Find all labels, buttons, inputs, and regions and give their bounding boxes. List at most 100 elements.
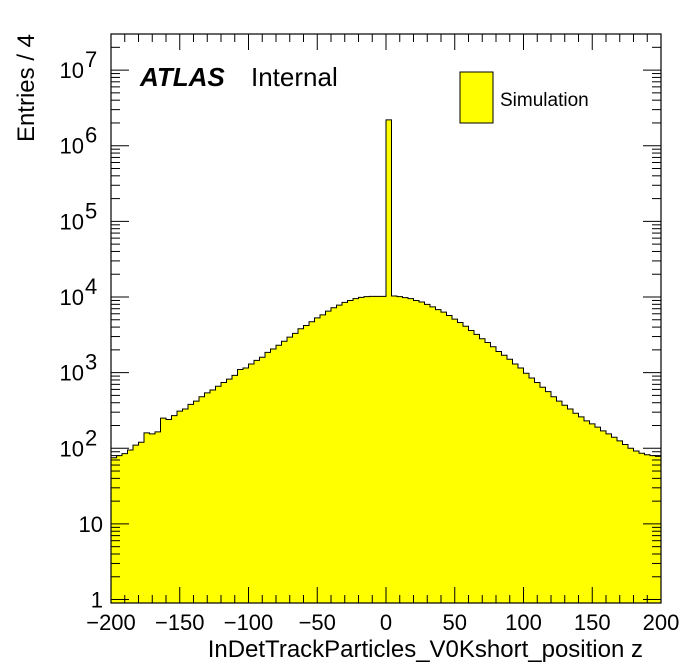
histogram-bar [573,413,579,603]
histogram-bar [633,451,640,603]
histogram-bar [298,328,304,603]
y-tick-exponent: 4 [85,274,97,299]
histogram-bar [364,296,370,603]
histogram-bar [177,411,183,603]
histogram-bar [116,455,123,603]
histogram-bar [518,368,524,603]
histogram-bar [237,369,244,603]
histogram-bar [606,433,612,603]
histogram-bar [501,355,508,603]
histogram-bar [210,389,216,603]
x-axis: −200 −150 −100 −50 0 50 100 150 200 [86,34,679,635]
histogram-bar [391,296,398,603]
histogram-bar [551,396,557,603]
y-tick-label: 10 [60,361,84,386]
histogram-bar [254,360,260,603]
histogram-bar [347,300,354,603]
x-tick-label: 0 [380,610,392,635]
histogram-bar [496,351,502,603]
y-tick-exponent: 5 [85,198,97,223]
histogram-bar [182,409,189,603]
histogram-bar [600,430,607,603]
x-tick-label: −150 [155,610,205,635]
histogram-bar [397,296,403,603]
histogram-bar [243,368,249,603]
histogram-bar [369,296,376,603]
histogram-bar [226,379,233,603]
legend: Simulation [459,71,589,124]
histogram-bar [446,315,453,603]
y-tick-label: 10 [60,209,84,234]
histogram-bar [644,454,651,603]
y-tick-exponent: 6 [85,123,97,148]
histogram-bar [380,296,387,603]
histogram-bar [265,352,271,603]
histogram-bar [523,373,530,603]
histogram-bar [628,448,634,603]
atlas-label: ATLAS [139,62,225,92]
histogram-bar [309,321,315,603]
histogram-bar [259,357,266,603]
histogram-bar [639,453,645,603]
histogram-bar [578,416,585,603]
histogram-bar [127,449,134,603]
histogram-bar [342,302,348,603]
histogram-bar [215,386,222,603]
histogram-bar [303,325,310,603]
histogram-bar [386,119,392,604]
histogram-bar [567,409,574,603]
x-axis-title: InDetTrackParticles_V0Kshort_position z [208,636,643,663]
histogram-bar [457,322,464,603]
histogram-bar [138,442,145,603]
histogram-bar [595,427,601,603]
y-tick-label: 10 [60,436,84,461]
histogram-bar [424,304,431,603]
histogram-bar [419,301,425,603]
y-tick-label: 10 [79,512,103,537]
histogram-bar [375,296,381,603]
histogram-bar [622,444,629,603]
histogram-bar [413,300,420,603]
histogram-bar [556,401,563,603]
histogram-bar [111,457,117,603]
y-tick-label: 1 [91,588,103,613]
x-tick-label: −50 [299,610,336,635]
x-tick-label: 150 [574,610,611,635]
histogram-bar [650,455,656,603]
histogram-bar [529,377,535,603]
histogram-bar [325,311,332,603]
y-tick-label: 10 [60,285,84,310]
x-tick-label: 100 [505,610,542,635]
histogram-bar [584,420,590,603]
histogram-bar [188,404,194,603]
x-tick-label: 50 [443,610,467,635]
histogram-outline [110,119,662,603]
histogram-bar [292,333,299,603]
histogram-bar [166,419,172,603]
y-tick-label: 10 [60,134,84,159]
histogram-bar [358,297,365,603]
histogram-bar [507,359,513,603]
histogram-bar [441,312,447,603]
histogram-bar [562,405,568,603]
histogram-bar [144,432,150,603]
histogram-bar [617,440,623,603]
x-tick-label: −200 [86,610,136,635]
histogram-bar [248,364,255,603]
x-tick-label: 200 [643,610,680,635]
histogram-bar [193,401,200,603]
histogram-bar [479,338,486,603]
histogram-bar [430,306,436,603]
histogram-bar [463,326,469,603]
atlas-status-label: Internal [251,62,338,92]
histogram-bars [111,119,662,604]
y-axis-title: Entries / 4 [13,34,40,142]
histogram-bar [270,349,277,603]
histogram-bar [149,433,156,603]
histogram-bar [408,298,414,603]
legend-label: Simulation [500,90,589,111]
histogram-bar [221,382,227,603]
y-tick-exponent: 2 [85,425,97,450]
